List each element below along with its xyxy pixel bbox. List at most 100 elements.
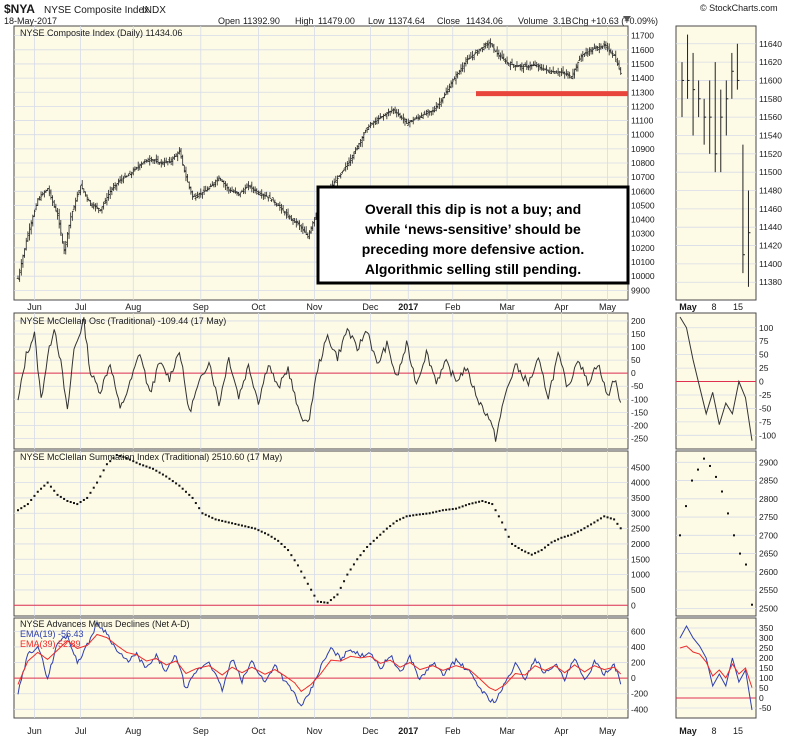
- price-y-tick: 10400: [631, 215, 655, 225]
- low-label: Low: [368, 16, 385, 26]
- x-tick-label: Mar: [499, 726, 515, 736]
- summation-dot: [494, 509, 497, 512]
- ad-y-tick: 200: [631, 658, 645, 668]
- summation-dot: [231, 522, 234, 525]
- summation-dot: [194, 502, 197, 505]
- summation-dot: [481, 499, 484, 502]
- chg-label: Chg: [572, 16, 589, 26]
- summation-dot: [184, 490, 187, 493]
- summation-dot: [356, 558, 359, 561]
- summation-dot: [49, 485, 52, 488]
- summation-dot: [461, 505, 464, 508]
- summation-dot: [484, 501, 487, 504]
- sum-y-tick: 0: [631, 600, 636, 610]
- sum-y-tick: 2000: [631, 539, 650, 549]
- summation-dot: [606, 516, 609, 519]
- side-summation-dot: [715, 475, 717, 478]
- summation-dot: [316, 600, 319, 603]
- x-tick-label: Feb: [445, 726, 461, 736]
- summation-dot: [214, 518, 217, 521]
- side-summation-dot: [739, 552, 741, 555]
- summation-dot: [217, 519, 220, 522]
- osc-y-tick: -200: [631, 420, 648, 430]
- side-price-y-tick: 11480: [759, 186, 782, 196]
- summation-dot: [379, 533, 382, 536]
- side-summation-dot: [691, 479, 693, 482]
- summation-dot: [534, 552, 537, 555]
- summation-dot: [99, 475, 102, 478]
- close-value: 11434.06: [466, 16, 503, 26]
- summation-dot: [277, 539, 280, 542]
- summation-dot: [438, 509, 441, 512]
- summation-dot: [69, 501, 72, 504]
- dropdown-arrow-icon[interactable]: [623, 16, 631, 22]
- x-tick-label: Jul: [75, 726, 87, 736]
- x-tick-label: Dec: [362, 726, 379, 736]
- summation-dot: [590, 523, 593, 526]
- side-x-tick-label: 15: [733, 726, 743, 736]
- open-label: Open: [218, 16, 240, 26]
- side-ad-y-tick: 350: [759, 623, 773, 633]
- chart-date: 18-May-2017: [4, 16, 57, 26]
- summation-dot: [530, 553, 533, 556]
- summation-dot: [402, 516, 405, 519]
- summation-dot: [125, 457, 128, 460]
- price-y-tick: 9900: [631, 285, 650, 295]
- side-osc-y-tick: -100: [759, 430, 776, 440]
- summation-dot: [563, 535, 566, 538]
- summation-dot: [385, 527, 388, 530]
- side-x-tick-label: 8: [711, 302, 716, 312]
- summation-dot: [26, 503, 29, 506]
- main-panel-frame-3: [13, 617, 629, 719]
- price-y-tick: 11500: [631, 59, 654, 69]
- x-tick-label: Apr: [554, 726, 568, 736]
- oscillator-line: [17, 317, 622, 442]
- summation-dot: [145, 465, 148, 468]
- main-panel-frame-2: [13, 450, 629, 617]
- annotation-line-2: while ‘news-sensitive’ should be: [364, 221, 581, 237]
- summation-dot: [497, 515, 500, 518]
- oscillator-series-line: [17, 317, 622, 442]
- summation-dot: [178, 484, 181, 487]
- osc-y-tick: 100: [631, 342, 645, 352]
- summation-dot: [247, 526, 250, 529]
- side-price-y-tick: 11600: [759, 75, 782, 85]
- price-y-tick: 11100: [631, 116, 654, 126]
- summation-dot: [204, 513, 207, 516]
- side-ad-y-tick: 250: [759, 643, 773, 653]
- side-price-y-tick: 11460: [759, 204, 782, 214]
- summation-dot: [448, 508, 451, 511]
- osc-y-tick: 50: [631, 355, 641, 365]
- price-y-tick: 10900: [631, 144, 655, 154]
- ad-panel-title: NYSE Advances Minus Declines (Net A-D): [20, 619, 190, 629]
- close-label: Close: [437, 16, 460, 26]
- sum-y-tick: 3000: [631, 508, 650, 518]
- summation-dot: [260, 530, 263, 533]
- summation-dot: [517, 547, 520, 550]
- x-tick-label: Apr: [554, 302, 568, 312]
- side-ad-y-tick: 100: [759, 673, 773, 683]
- side-sum-y-tick: 2500: [759, 603, 778, 613]
- summation-dot: [303, 576, 306, 579]
- summation-dot: [445, 508, 448, 511]
- summation-dot: [105, 463, 108, 466]
- summation-dot: [296, 564, 299, 567]
- side-summation-dot: [721, 490, 723, 493]
- side-sum-y-tick: 2850: [759, 476, 778, 486]
- side-ad-y-tick: -50: [759, 703, 772, 713]
- side-ad-y-tick: 0: [759, 693, 764, 703]
- sum-y-tick: 4000: [631, 478, 650, 488]
- summation-dot: [567, 534, 570, 537]
- side-price-y-tick: 11540: [759, 130, 782, 140]
- panel-frames: [13, 25, 757, 719]
- x-tick-label: May: [599, 726, 617, 736]
- summation-dot: [550, 541, 553, 544]
- summation-dot: [23, 505, 26, 508]
- osc-y-tick: -50: [631, 381, 644, 391]
- side-panel-frame-2: [675, 450, 757, 617]
- x-tick-label: Nov: [306, 726, 323, 736]
- side-ad-y-tick: 200: [759, 653, 773, 663]
- summation-dot: [431, 511, 434, 514]
- summation-dot: [221, 519, 224, 522]
